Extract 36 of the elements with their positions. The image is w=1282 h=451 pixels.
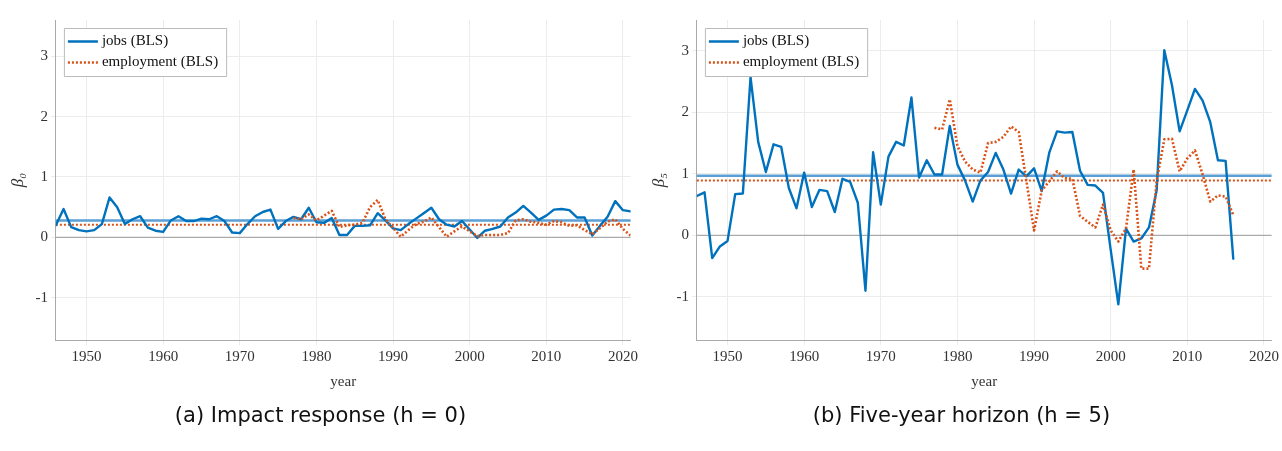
x-tick-label: 2010 <box>1172 347 1203 364</box>
x-tick-label: 1980 <box>301 347 332 364</box>
y-axis-title: β₀ <box>7 172 27 189</box>
y-axis-title: β₅ <box>648 172 668 189</box>
x-tick-label: 1960 <box>148 347 179 364</box>
y-tick-label: 2 <box>40 107 48 124</box>
y-tick-label: -1 <box>35 288 48 305</box>
text: (a) Impact response (h = 0) <box>173 403 468 427</box>
x-tick-label: 2000 <box>1095 347 1126 364</box>
y-tick-label: 3 <box>681 41 689 58</box>
x-tick-label: 2000 <box>454 347 485 364</box>
y-tick-label: 1 <box>40 167 48 184</box>
x-axis-title: year <box>971 372 998 389</box>
x-tick-label: 1990 <box>1019 347 1050 364</box>
x-tick-label: 2020 <box>1248 347 1279 364</box>
x-tick-label: 1990 <box>378 347 409 364</box>
y-tick-label: 1 <box>681 164 689 181</box>
legend-label: jobs (BLS) <box>100 32 169 50</box>
y-tick-label: 0 <box>681 226 689 243</box>
x-axis-title: year <box>330 372 357 389</box>
x-tick-label: 1960 <box>789 347 820 364</box>
legend-label: jobs (BLS) <box>741 32 810 50</box>
x-tick-label: 1950 <box>71 347 102 364</box>
x-tick-label: 1980 <box>942 347 973 364</box>
x-tick-label: 1970 <box>224 347 255 364</box>
x-tick-label: 1970 <box>865 347 896 364</box>
legend-label: employment (BLS) <box>742 53 860 71</box>
y-tick-label: 0 <box>40 228 48 245</box>
y-tick-label: 3 <box>40 47 48 64</box>
y-tick-label: -1 <box>676 287 689 304</box>
x-tick-label: 1950 <box>712 347 743 364</box>
x-tick-label: 2020 <box>607 347 638 364</box>
legend-label: employment (BLS) <box>101 53 219 71</box>
text: (b) Five-year horizon (h = 5) <box>811 403 1112 427</box>
x-tick-label: 2010 <box>531 347 562 364</box>
y-tick-label: 2 <box>681 103 689 120</box>
